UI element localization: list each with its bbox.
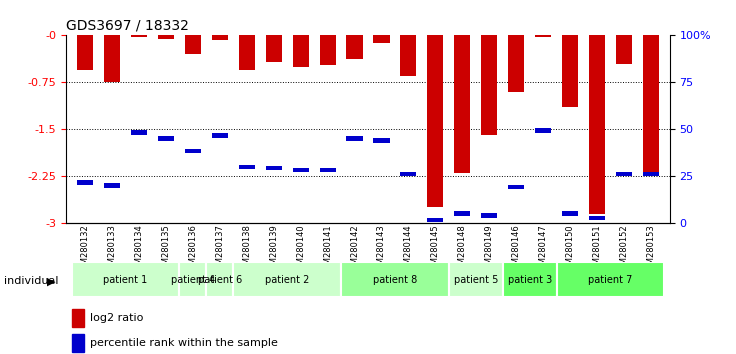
Bar <box>481 35 498 136</box>
Bar <box>158 136 174 141</box>
Bar <box>454 211 470 216</box>
Bar <box>71 262 180 297</box>
Bar <box>400 35 417 76</box>
Text: patient 1: patient 1 <box>103 275 148 285</box>
Text: log2 ratio: log2 ratio <box>90 313 143 323</box>
Bar <box>292 35 308 67</box>
Bar <box>481 213 498 218</box>
Bar <box>503 262 556 297</box>
Bar <box>428 218 443 222</box>
Bar <box>643 172 659 176</box>
Text: GDS3697 / 18332: GDS3697 / 18332 <box>66 19 189 33</box>
Bar <box>185 35 201 54</box>
Bar <box>233 262 341 297</box>
Bar <box>373 35 389 43</box>
Bar <box>72 334 84 352</box>
Bar <box>562 35 578 107</box>
Bar <box>589 216 605 220</box>
Bar <box>266 166 282 170</box>
Bar <box>562 211 578 216</box>
Bar <box>400 172 417 176</box>
Bar <box>347 35 363 59</box>
Text: patient 4: patient 4 <box>171 275 215 285</box>
Bar <box>319 35 336 65</box>
Text: patient 7: patient 7 <box>588 275 633 285</box>
Bar <box>72 309 84 327</box>
Bar <box>347 136 363 141</box>
Bar <box>206 262 233 297</box>
Bar <box>341 262 449 297</box>
Bar <box>508 184 524 189</box>
Bar <box>508 35 524 92</box>
Text: patient 3: patient 3 <box>508 275 552 285</box>
Bar <box>589 35 605 214</box>
Bar <box>77 35 93 70</box>
Text: patient 8: patient 8 <box>373 275 417 285</box>
Bar <box>373 138 389 143</box>
Bar <box>185 149 201 153</box>
Bar <box>212 133 228 138</box>
Bar <box>104 35 120 82</box>
Text: patient 5: patient 5 <box>453 275 498 285</box>
Bar <box>131 35 147 37</box>
Bar <box>556 262 665 297</box>
Bar <box>77 180 93 184</box>
Bar <box>616 172 632 176</box>
Bar <box>449 262 503 297</box>
Bar <box>212 35 228 40</box>
Bar <box>238 35 255 70</box>
Bar <box>535 35 551 37</box>
Bar <box>180 262 206 297</box>
Bar <box>104 183 120 188</box>
Bar <box>454 35 470 173</box>
Bar <box>292 168 308 172</box>
Text: ▶: ▶ <box>46 276 55 286</box>
Bar <box>616 35 632 64</box>
Text: patient 2: patient 2 <box>265 275 309 285</box>
Bar <box>158 35 174 39</box>
Bar <box>131 130 147 135</box>
Bar <box>535 128 551 133</box>
Text: percentile rank within the sample: percentile rank within the sample <box>90 338 277 348</box>
Bar <box>643 35 659 176</box>
Bar <box>319 168 336 172</box>
Text: individual: individual <box>4 276 58 286</box>
Bar <box>238 165 255 169</box>
Text: patient 6: patient 6 <box>198 275 242 285</box>
Bar <box>428 35 443 207</box>
Bar <box>266 35 282 62</box>
